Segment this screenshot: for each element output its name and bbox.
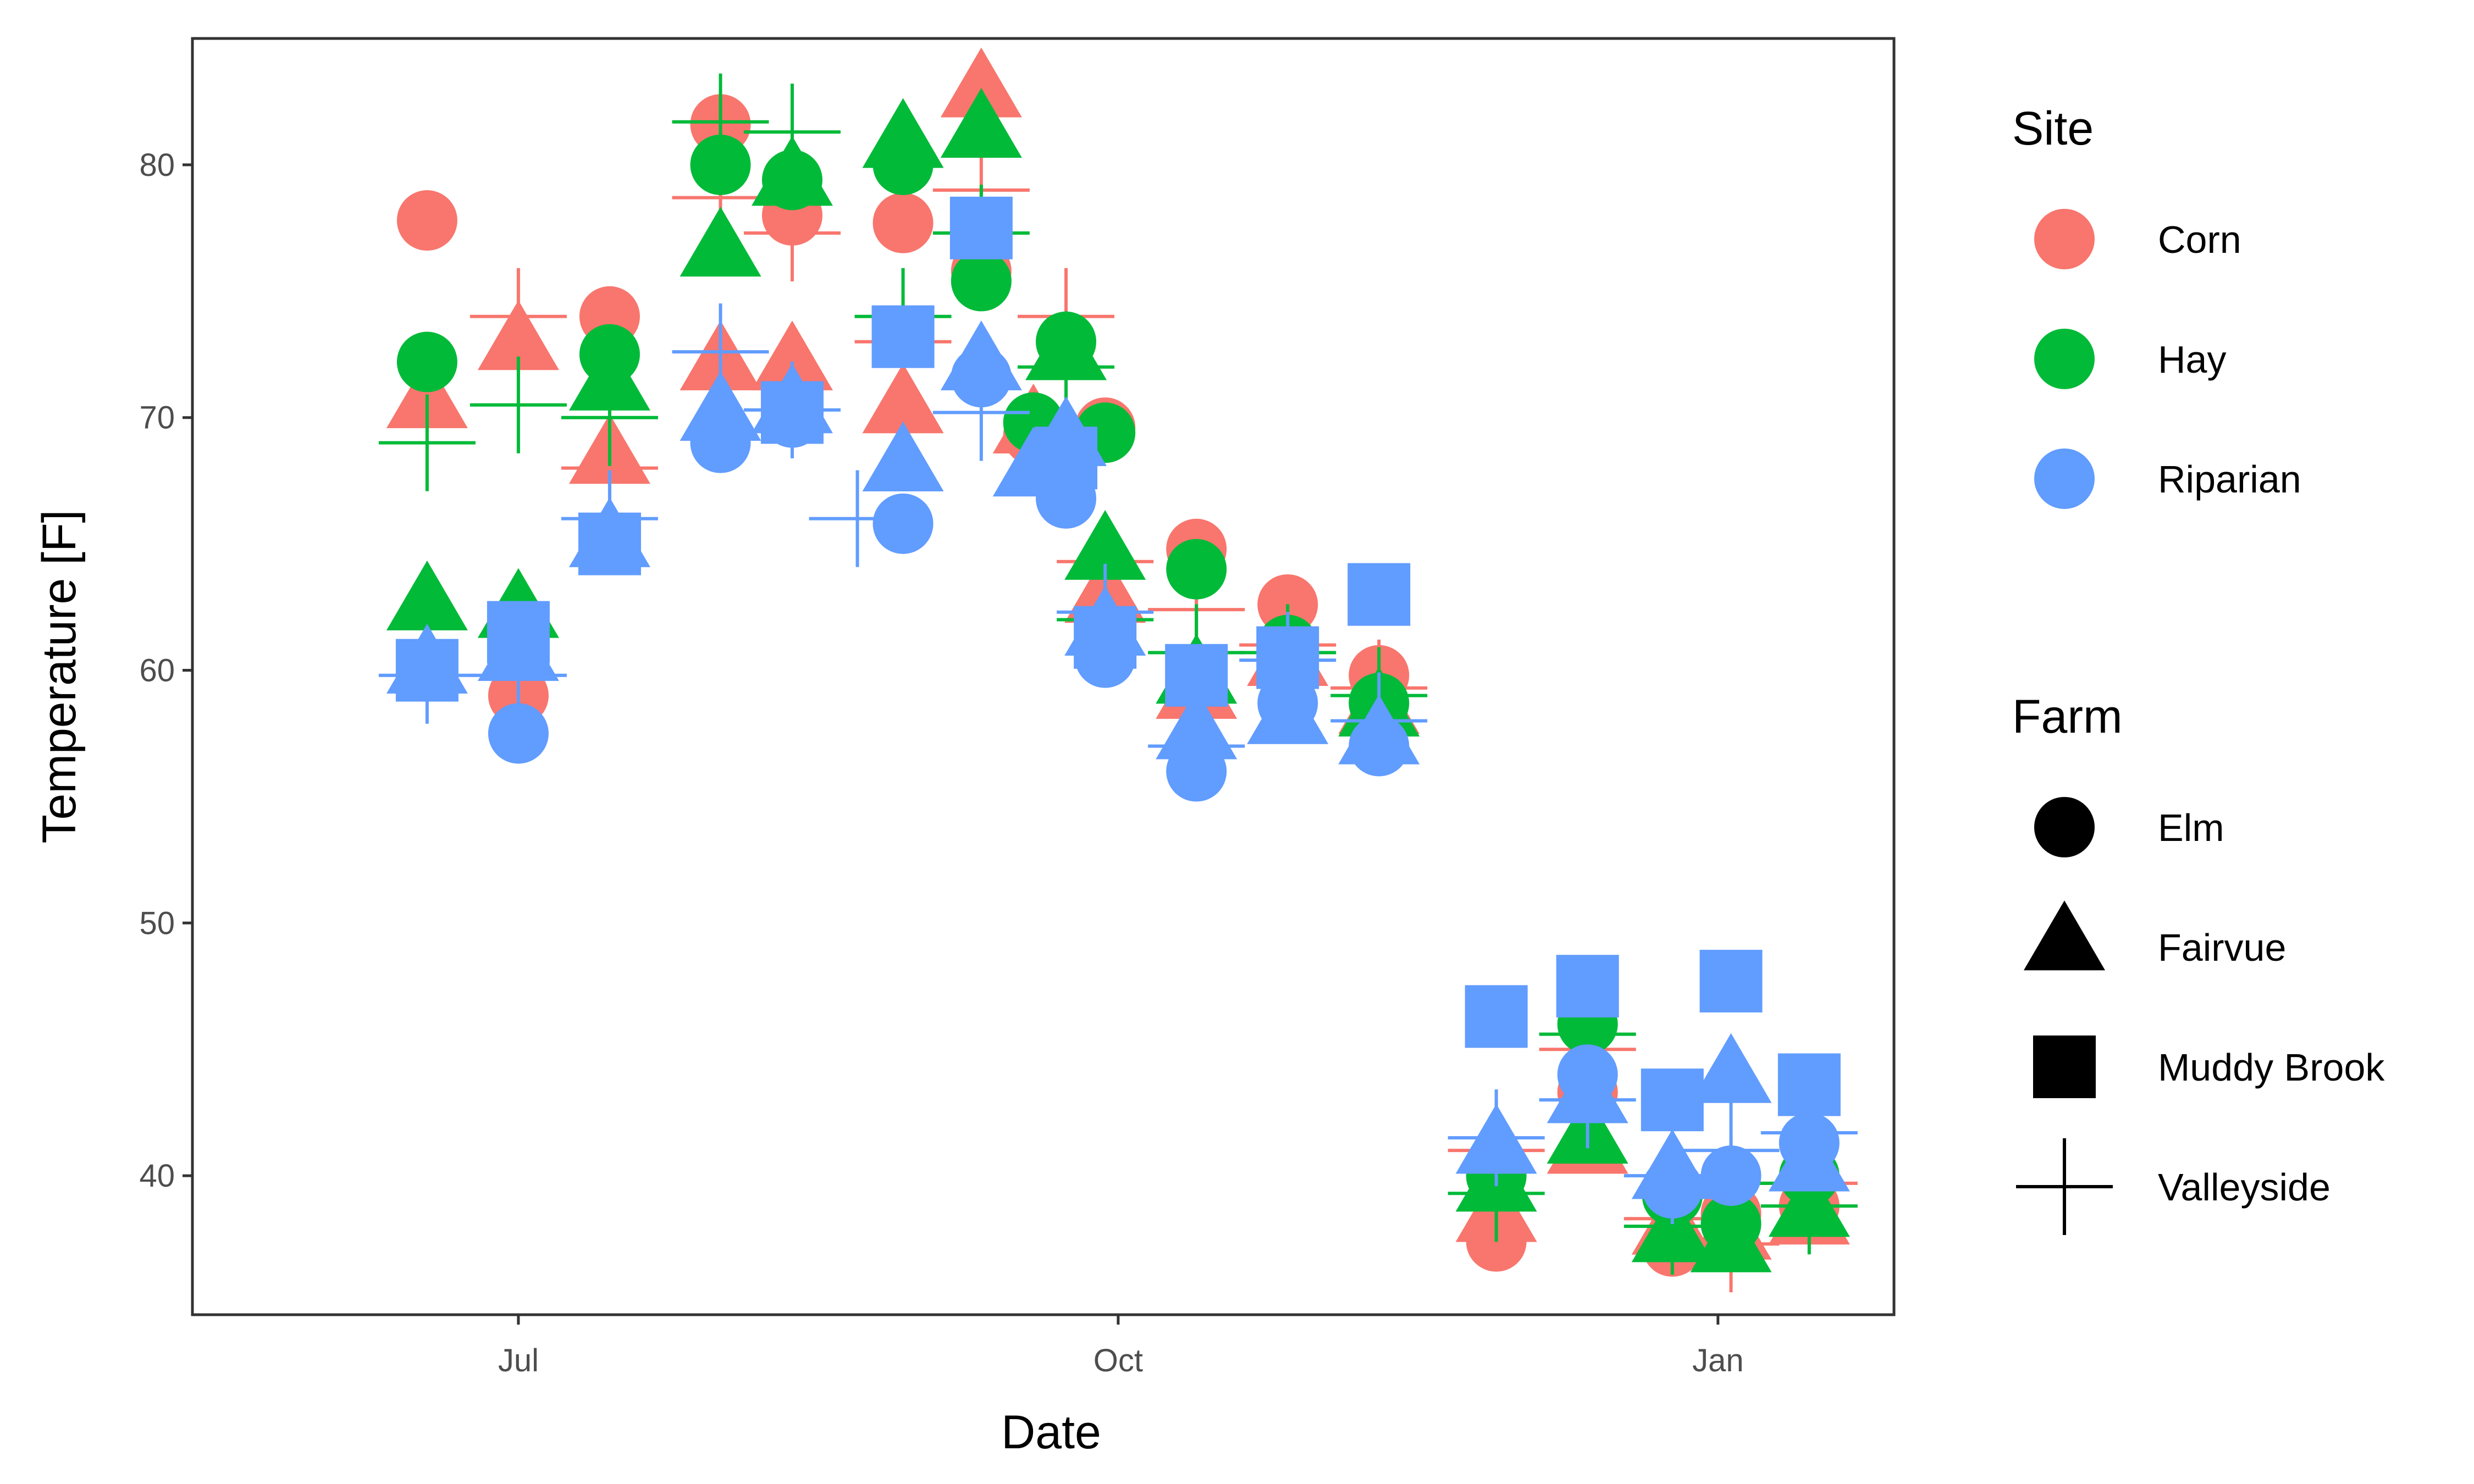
series-riparian-valleyside	[378, 303, 1858, 1225]
data-point	[743, 361, 841, 458]
data-point	[1165, 644, 1228, 707]
data-point	[1539, 1051, 1636, 1149]
legend-label: Hay	[2158, 338, 2226, 381]
data-point	[396, 331, 457, 392]
data-point	[1239, 612, 1337, 709]
y-axis-title: Temperature [F]	[33, 510, 86, 844]
data-points	[378, 47, 1858, 1293]
legend-site: Site Corn Hay Riparian	[2012, 102, 2301, 509]
data-point	[470, 268, 567, 365]
legend-label: Elm	[2158, 806, 2224, 849]
data-point	[809, 470, 906, 567]
legend-key-riparian	[2034, 448, 2095, 509]
data-point	[862, 421, 944, 491]
data-point	[940, 88, 1022, 158]
data-point	[1682, 1102, 1780, 1199]
data-point	[940, 320, 1022, 391]
data-point	[1064, 510, 1146, 580]
legend-label: Corn	[2158, 218, 2241, 261]
data-point	[672, 303, 769, 401]
legend-key-fairvue	[2024, 900, 2105, 971]
data-point	[1148, 697, 1245, 795]
data-point	[470, 627, 567, 724]
data-point	[872, 493, 934, 554]
data-point	[561, 470, 658, 567]
legend-key-hay	[2034, 329, 2095, 389]
legend-title: Farm	[2012, 690, 2123, 743]
x-tick-label: Jan	[1692, 1343, 1744, 1378]
data-point	[1699, 950, 1763, 1013]
y-tick-label: 80	[139, 147, 175, 183]
data-point	[751, 320, 833, 391]
plot-panel-border	[191, 37, 1896, 1316]
y-tick-label: 40	[139, 1158, 175, 1194]
data-point	[1057, 563, 1154, 661]
data-point	[680, 371, 761, 441]
legend-label: Muddy Brook	[2158, 1046, 2385, 1089]
legend-key-valleyside	[2016, 1138, 2113, 1235]
x-tick-label: Jul	[498, 1343, 539, 1378]
data-point	[1623, 1127, 1721, 1225]
data-point	[1641, 1068, 1704, 1132]
data-point	[1690, 1033, 1772, 1103]
x-axis: Jul Oct Jan	[498, 1315, 1744, 1378]
data-point	[1448, 1089, 1545, 1187]
y-tick-label: 70	[139, 400, 175, 436]
data-point	[871, 305, 935, 368]
data-point	[743, 84, 841, 181]
data-point	[1348, 563, 1411, 626]
data-point	[1690, 1202, 1772, 1272]
legend-item-muddy-brook: Muddy Brook	[2033, 1036, 2385, 1098]
data-point	[470, 356, 567, 453]
data-point	[1330, 672, 1428, 769]
y-tick-label: 50	[139, 905, 175, 941]
legend-item-valleyside: Valleyside	[2016, 1138, 2331, 1235]
data-point	[672, 73, 769, 170]
data-point	[1166, 539, 1227, 600]
legend-label: Riparian	[2158, 458, 2301, 501]
legend-item-hay: Hay	[2034, 329, 2226, 389]
data-point	[862, 363, 944, 434]
x-axis-title: Date	[1001, 1406, 1101, 1459]
data-point	[949, 196, 1013, 259]
data-point	[1247, 674, 1329, 744]
data-point	[932, 364, 1030, 461]
legend-key-elm	[2034, 797, 2095, 857]
data-point	[1760, 1084, 1858, 1181]
data-point	[1556, 955, 1619, 1018]
data-point	[561, 369, 658, 466]
data-point	[862, 98, 944, 168]
legend-key-corn	[2034, 209, 2095, 269]
data-point	[386, 560, 468, 630]
data-point	[378, 394, 476, 491]
legend-label: Valleyside	[2158, 1166, 2331, 1209]
y-tick-label: 60	[139, 653, 175, 689]
legend-item-corn: Corn	[2034, 209, 2241, 269]
data-point	[378, 627, 476, 724]
data-point	[940, 47, 1022, 118]
data-point	[396, 190, 457, 251]
legend-item-fairvue: Fairvue	[2024, 900, 2286, 971]
data-point	[872, 192, 934, 253]
legend-key-muddy-brook	[2033, 1036, 2096, 1098]
legend-label: Fairvue	[2158, 926, 2286, 969]
data-point	[488, 703, 549, 764]
legend-item-elm: Elm	[2034, 797, 2224, 857]
data-point	[680, 207, 761, 277]
legend-farm: Farm Elm Fairvue Muddy Brook Valleyside	[2012, 690, 2385, 1235]
data-point	[1035, 427, 1098, 490]
x-tick-label: Oct	[1094, 1343, 1143, 1378]
y-axis: 40 50 60 70 80	[139, 147, 192, 1194]
legend-item-riparian: Riparian	[2034, 448, 2301, 509]
data-point	[1465, 985, 1528, 1048]
data-point	[386, 358, 468, 429]
legend-title: Site	[2012, 102, 2094, 155]
